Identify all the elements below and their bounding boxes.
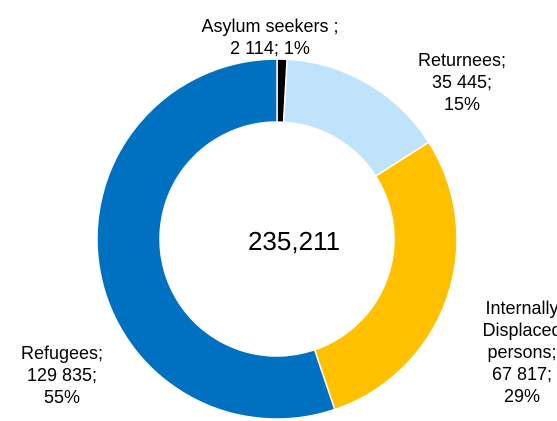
- slice-label-line: persons;: [487, 342, 556, 362]
- slice-label-line: 29%: [504, 386, 540, 406]
- slice-refugees: [96, 58, 336, 420]
- slice-labels: Asylum seekers ; 2 114; 1% Returnees; 35 44…: [21, 16, 557, 407]
- slice-label-line: 55%: [44, 387, 80, 407]
- slice-label-line: 2 114; 1%: [230, 38, 310, 58]
- center-total-label: 235,211: [248, 226, 340, 256]
- slice-label-line: Refugees;: [21, 343, 103, 363]
- donut-slices: [96, 58, 458, 420]
- slice-label-internally-displaced-persons: Internally Displaced persons; 67 817; 29%: [482, 298, 557, 406]
- slice-label-line: Internally: [485, 298, 557, 318]
- slice-label-line: 15%: [444, 94, 480, 114]
- slice-label-line: 35 445;: [432, 72, 492, 92]
- slice-internally-displaced-persons: [313, 141, 458, 411]
- slice-label-line: Returnees;: [418, 50, 506, 70]
- slice-label-line: Displaced: [482, 320, 557, 340]
- slice-label-returnees: Returnees; 35 445; 15%: [418, 50, 506, 114]
- slice-label-refugees: Refugees; 129 835; 55%: [21, 343, 103, 407]
- slice-label-line: 67 817;: [492, 364, 552, 384]
- slice-label-line: 129 835;: [27, 365, 97, 385]
- slice-label-line: Asylum seekers ;: [201, 16, 338, 36]
- slice-label-asylum-seekers: Asylum seekers ; 2 114; 1%: [201, 16, 338, 58]
